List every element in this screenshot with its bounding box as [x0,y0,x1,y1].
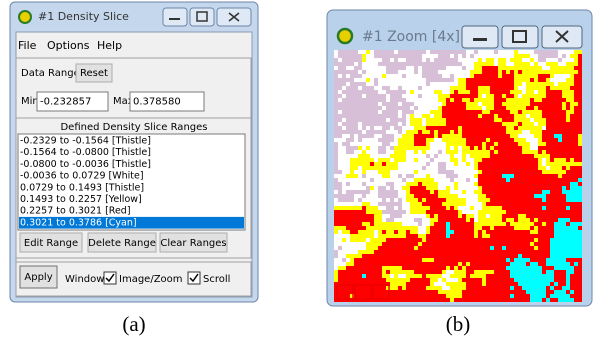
menu-item[interactable]: File [18,39,37,52]
maximize-button[interactable] [190,8,214,26]
menu-item[interactable]: Options [47,39,90,52]
input-value: -0.232857 [40,97,91,108]
checkbox[interactable] [188,272,200,284]
checkbox[interactable] [104,272,116,284]
window-title: #1 Density Slice [38,10,129,23]
checkbox-label: Image/Zoom [119,274,183,285]
range-item[interactable]: -0.0036 to 0.0729 [White] [20,171,144,182]
checkboxes: Image/Zoom Scroll [104,272,230,285]
menu-bar: File Options Help [18,39,122,52]
minimize-button[interactable] [462,26,498,48]
caption: (a) [122,312,145,336]
menu-item[interactable]: Help [97,39,122,52]
label: Window [65,274,104,285]
button-label: Edit Range [24,238,78,249]
label: Data Range [21,68,80,79]
range-item[interactable]: -0.2329 to -0.1564 [Thistle] [20,136,151,147]
range-item[interactable]: -0.0800 to -0.0036 [Thistle] [20,159,151,170]
label: Min [21,96,39,107]
icon [473,38,487,41]
figure: #1 Density Slice File Options Help Data Ra… [0,0,593,342]
caption: (b) [446,312,471,336]
window-title: #1 Zoom [4x] [362,29,460,45]
range-item[interactable]: 0.0729 to 0.1493 [Thistle] [20,182,144,193]
button-label: Clear Ranges [160,238,226,249]
title-buttons [163,8,251,26]
input-value: 0.378580 [133,97,181,108]
icon [169,18,180,20]
minimize-button[interactable] [163,8,187,26]
app-icon [19,11,31,23]
button-label: Apply [24,272,52,283]
button-label: Delete Range [88,238,156,249]
range-buttons: Edit Range Delete Range Clear Ranges [20,233,227,252]
range-item[interactable]: 0.3021 to 0.3786 [Cyan] [20,217,137,228]
maximize-button[interactable] [502,26,538,48]
app-icon [338,29,352,43]
button-label: Reset [80,68,108,79]
list-title: Defined Density Slice Ranges [60,122,207,133]
zoom-image [334,50,582,302]
title-buttons [462,26,582,48]
checkbox-label: Scroll [203,274,230,285]
range-item[interactable]: 0.1493 to 0.2257 [Yellow] [20,194,142,205]
range-item[interactable]: -0.1564 to -0.0800 [Thistle] [20,147,151,158]
range-item[interactable]: 0.2257 to 0.3021 [Red] [20,206,131,217]
